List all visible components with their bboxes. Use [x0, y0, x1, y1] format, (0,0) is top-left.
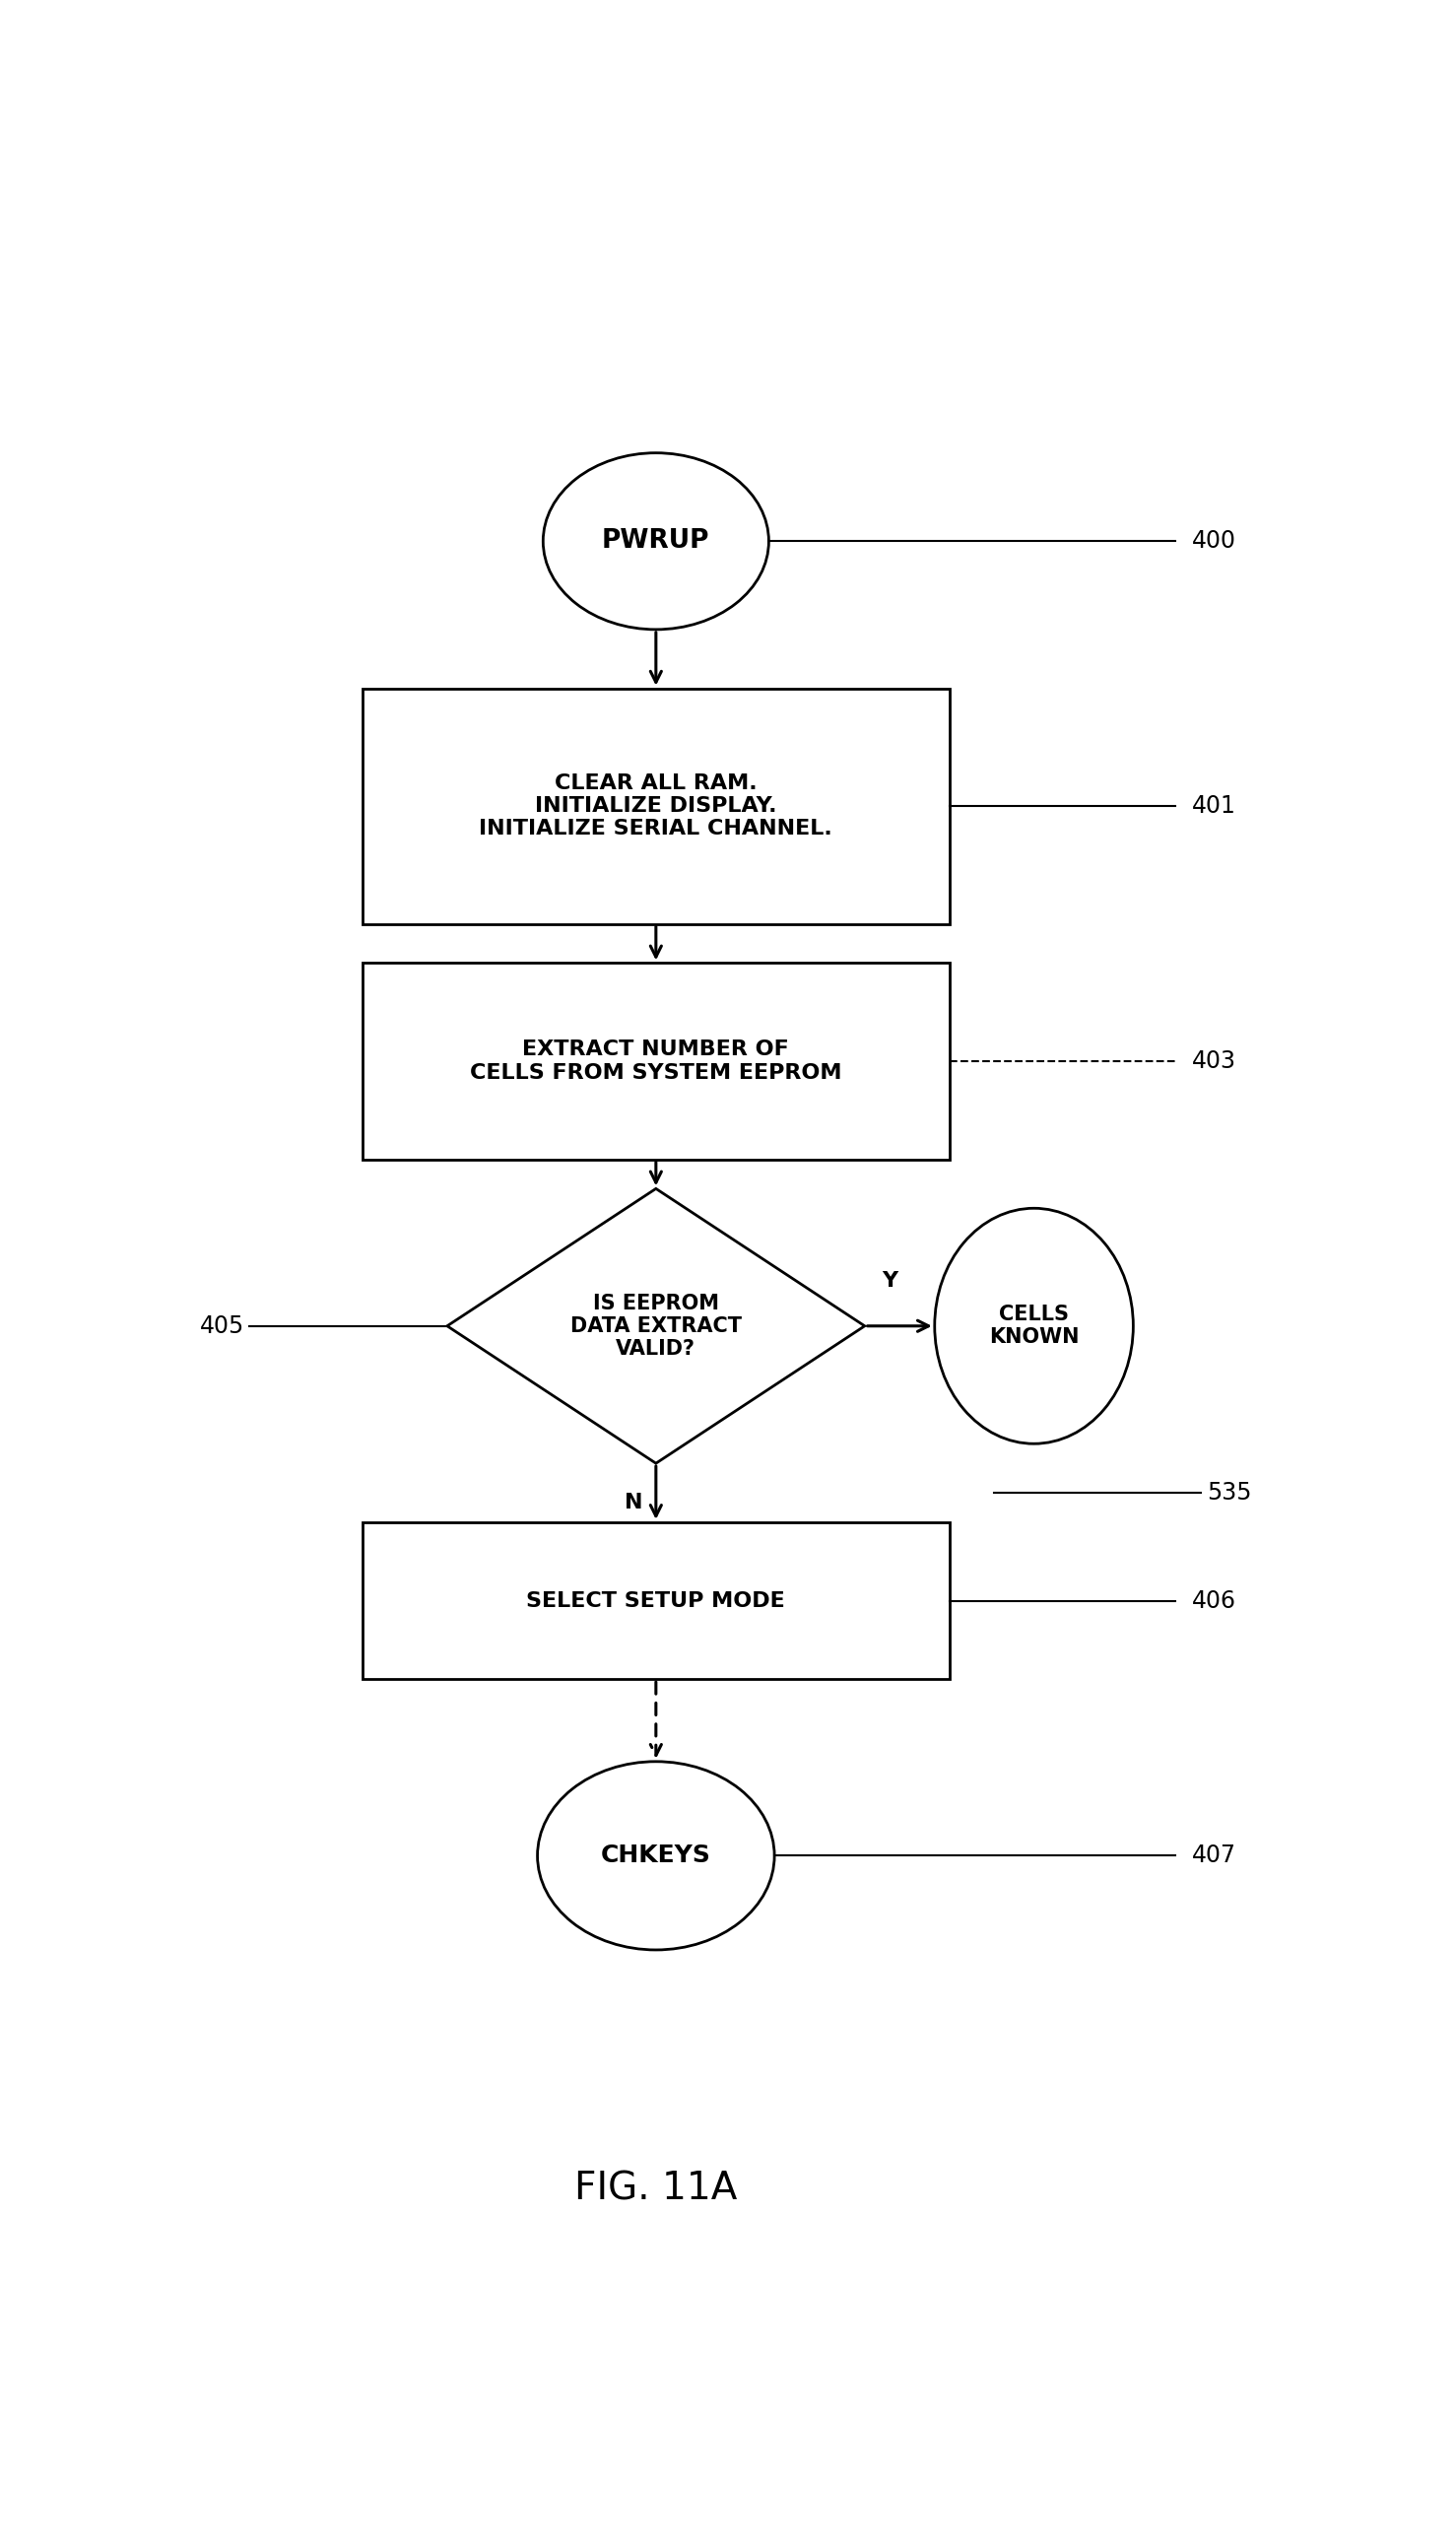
Text: CHKEYS: CHKEYS — [601, 1845, 711, 1868]
Text: 406: 406 — [1192, 1590, 1236, 1613]
Text: CLEAR ALL RAM.
INITIALIZE DISPLAY.
INITIALIZE SERIAL CHANNEL.: CLEAR ALL RAM. INITIALIZE DISPLAY. INITI… — [479, 775, 833, 838]
Text: 401: 401 — [1192, 795, 1236, 818]
Text: 535: 535 — [1207, 1480, 1251, 1503]
Text: SELECT SETUP MODE: SELECT SETUP MODE — [527, 1590, 785, 1610]
Bar — [363, 688, 949, 925]
Text: N: N — [625, 1493, 642, 1514]
Bar — [363, 1521, 949, 1679]
Text: FIG. 11A: FIG. 11A — [575, 2171, 737, 2209]
Text: CELLS
KNOWN: CELLS KNOWN — [989, 1305, 1079, 1348]
Text: 403: 403 — [1192, 1050, 1236, 1073]
Text: IS EEPROM
DATA EXTRACT
VALID?: IS EEPROM DATA EXTRACT VALID? — [571, 1294, 741, 1358]
Text: 407: 407 — [1192, 1845, 1236, 1868]
Text: Y: Y — [882, 1271, 897, 1292]
Text: 400: 400 — [1192, 530, 1236, 553]
Text: PWRUP: PWRUP — [601, 527, 711, 553]
Text: 405: 405 — [199, 1315, 245, 1338]
Bar — [363, 963, 949, 1159]
Text: EXTRACT NUMBER OF
CELLS FROM SYSTEM EEPROM: EXTRACT NUMBER OF CELLS FROM SYSTEM EEPR… — [470, 1040, 842, 1083]
